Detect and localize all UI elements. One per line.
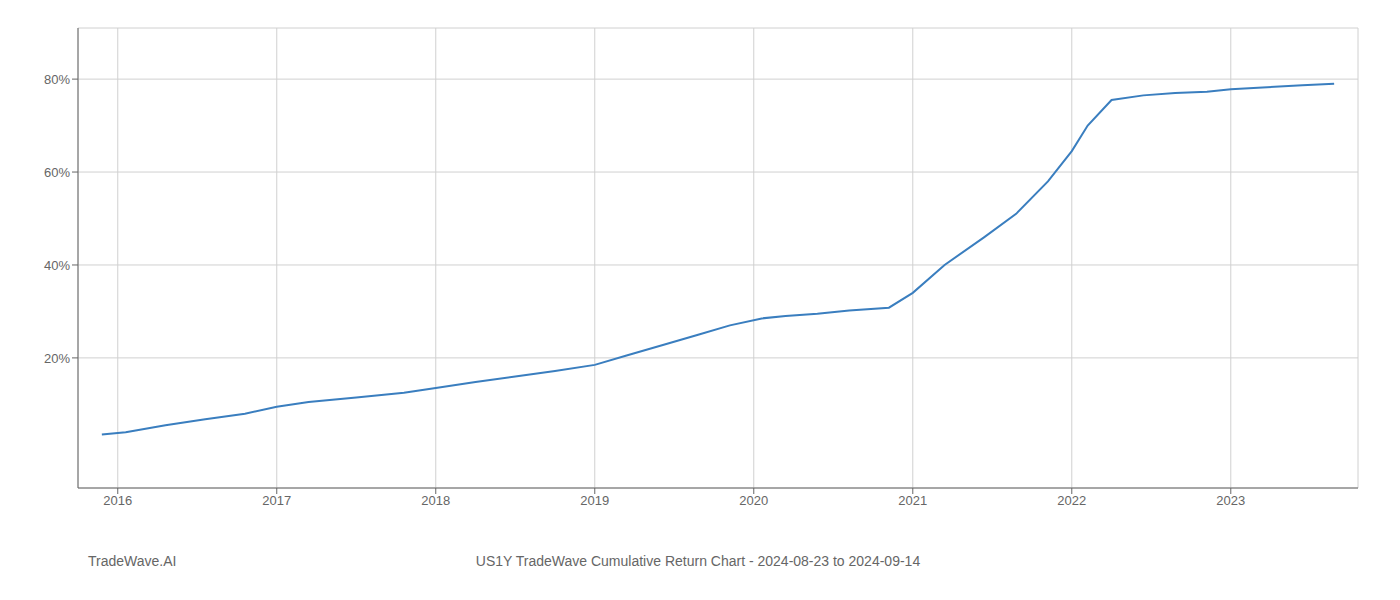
svg-text:2020: 2020 [739,493,768,508]
svg-text:60%: 60% [44,165,70,180]
svg-text:2021: 2021 [898,493,927,508]
svg-text:20%: 20% [44,351,70,366]
svg-text:2019: 2019 [580,493,609,508]
html-text:TradeWave.AI: TradeWave.AI [88,553,177,569]
svg-text:2018: 2018 [421,493,450,508]
html-text:US1Y TradeWave Cumulative Retu: US1Y TradeWave Cumulative Return Chart -… [475,553,921,569]
svg-text:2022: 2022 [1057,493,1086,508]
svg-text:80%: 80% [44,72,70,87]
svg-text:2016: 2016 [103,493,132,508]
svg-text:2023: 2023 [1216,493,1245,508]
svg-text:40%: 40% [44,258,70,273]
svg-text:2017: 2017 [262,493,291,508]
